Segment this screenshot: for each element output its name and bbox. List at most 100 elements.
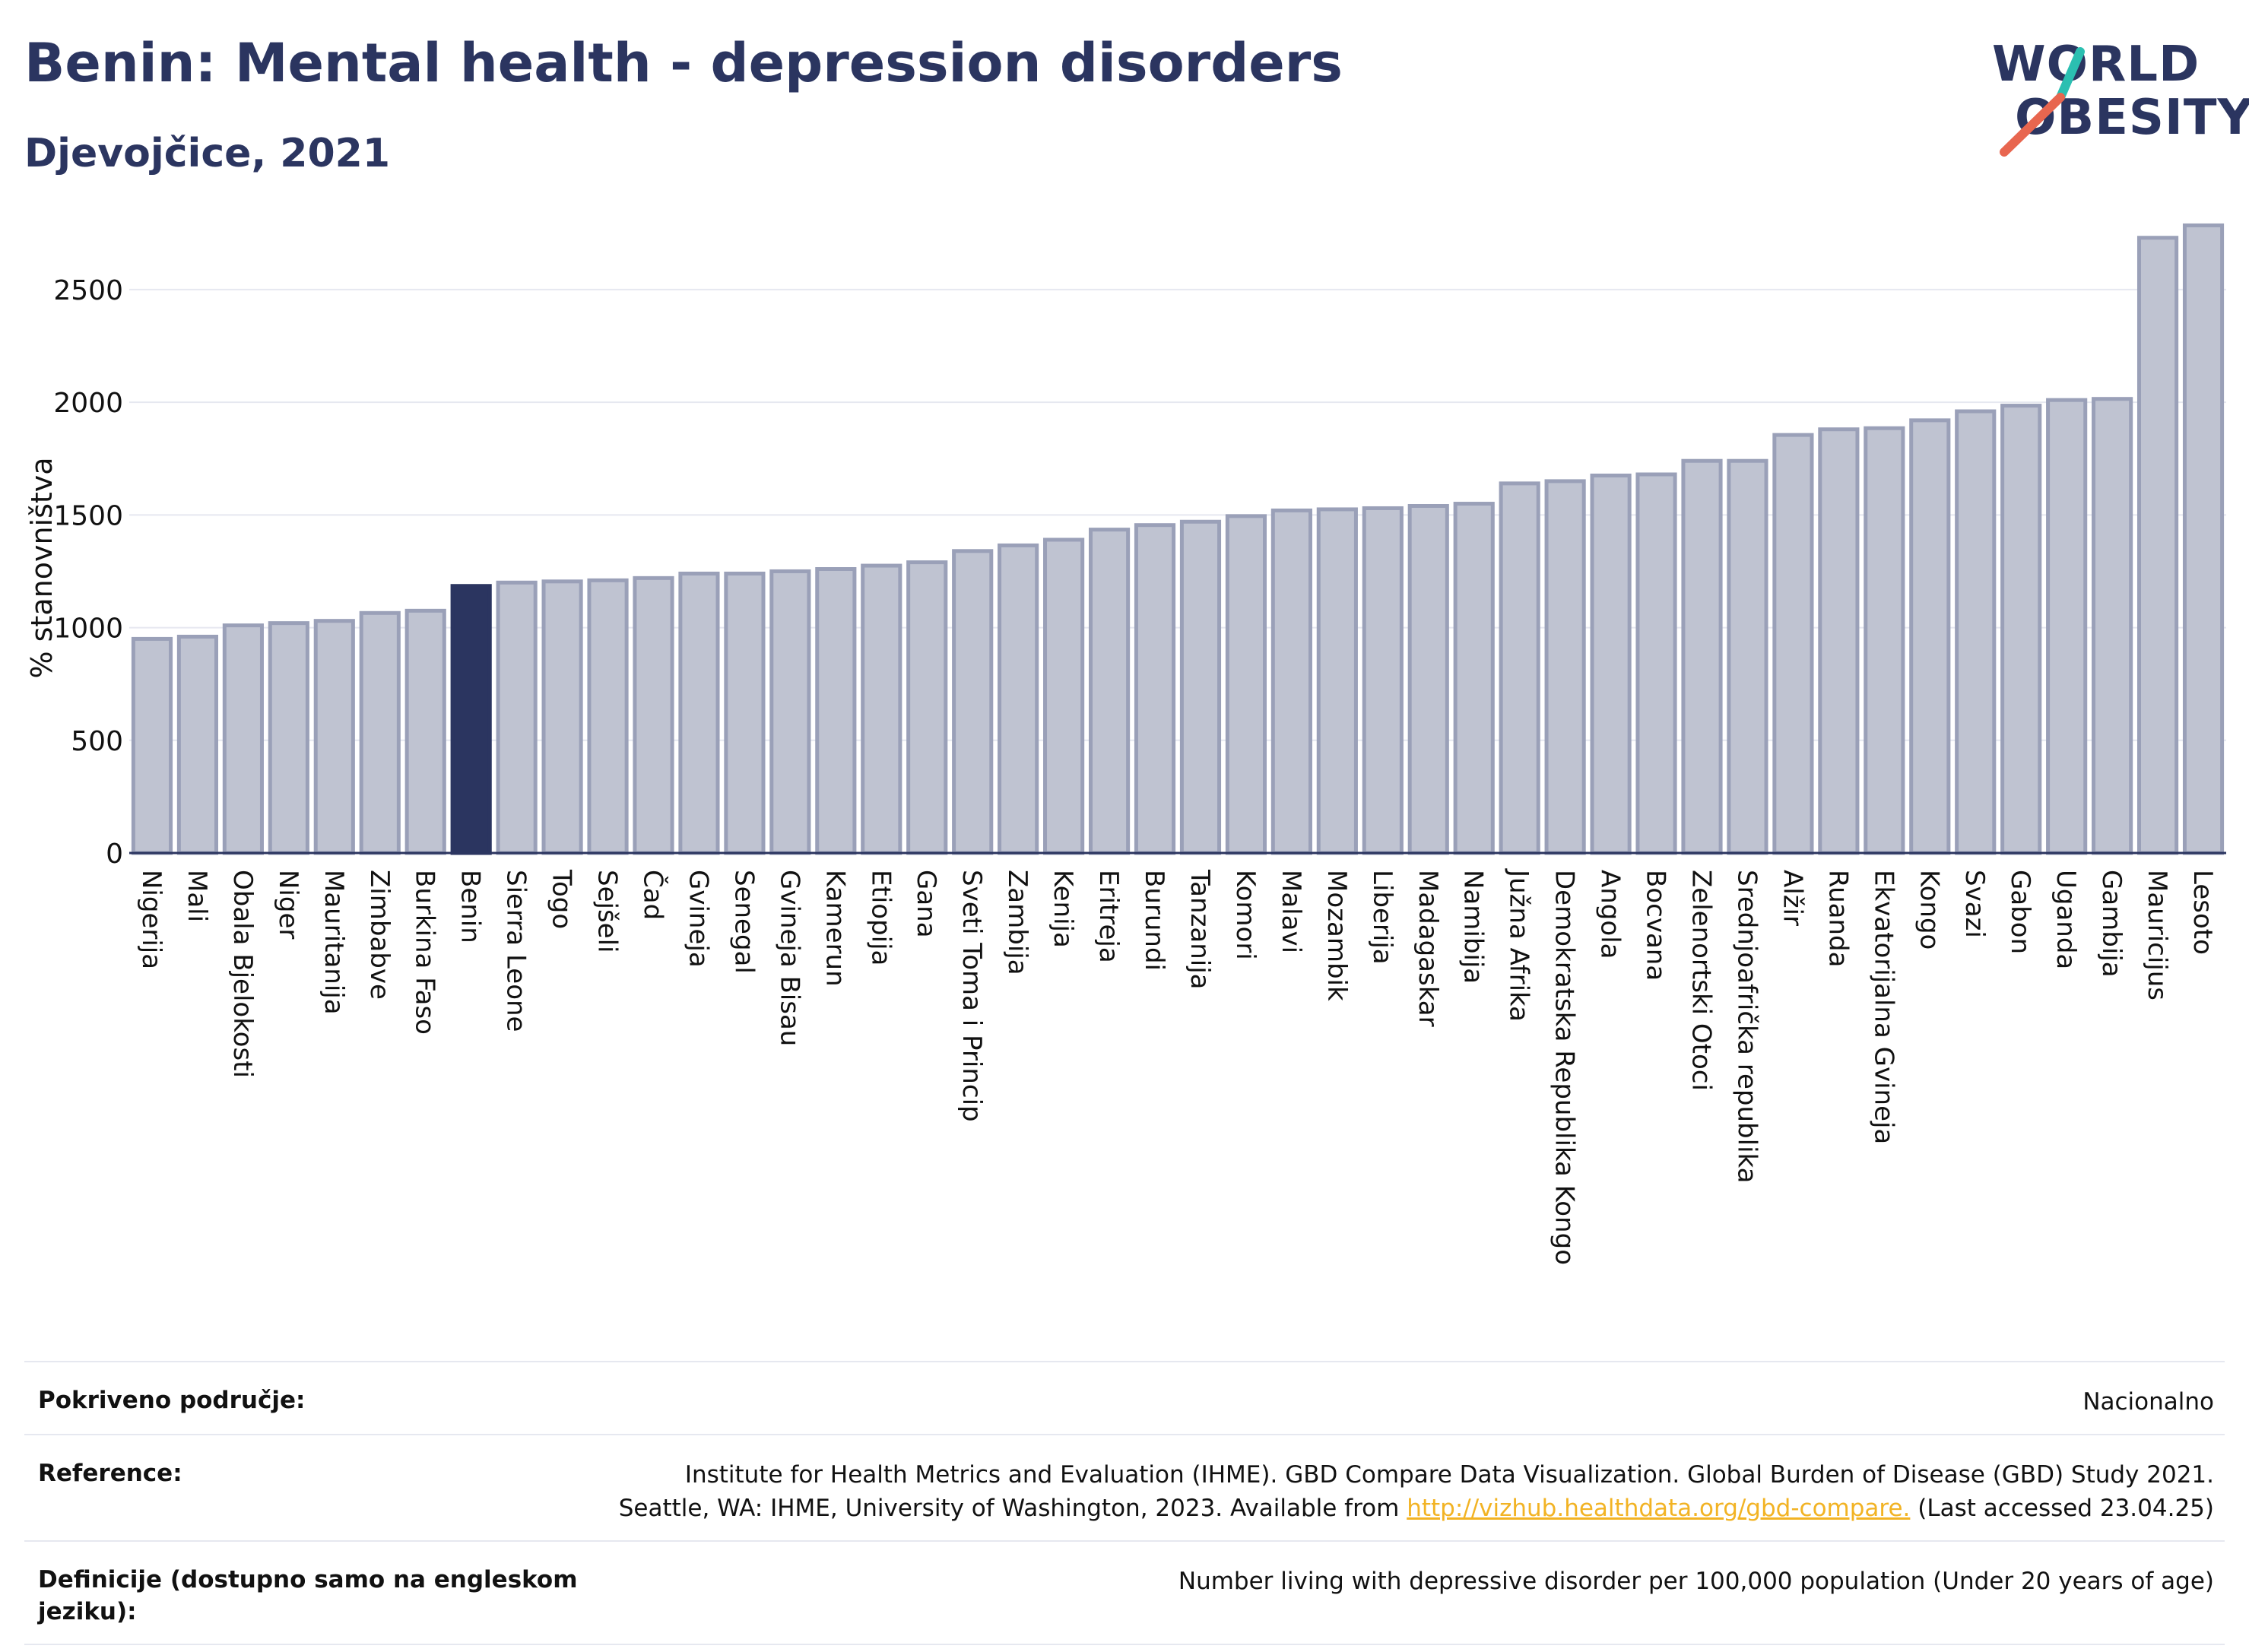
x-tick-label: Demokratska Republika Kongo bbox=[1550, 870, 1580, 1265]
footer-row-reference: Reference: Institute for Health Metrics … bbox=[24, 1434, 2225, 1540]
bar-srednjoafrička-republika bbox=[1727, 458, 1768, 855]
footer-row-definition: Definicije (dostupno samo na engleskom j… bbox=[24, 1540, 2225, 1645]
x-tick-label: Gambija bbox=[2096, 870, 2127, 978]
y-axis-ticks: 0 500 1000 1500 2000 2500 bbox=[53, 275, 123, 870]
bar-tanzanija bbox=[1179, 519, 1222, 855]
coverage-value: Nacionalno bbox=[2082, 1388, 2214, 1416]
x-tick-label: Benin bbox=[455, 870, 486, 943]
bar-mauritanija bbox=[313, 619, 355, 855]
bar-eritreja bbox=[1088, 528, 1131, 855]
bar-uganda bbox=[2046, 398, 2088, 855]
x-tick-label: Liberija bbox=[1367, 870, 1397, 965]
x-tick-label: Mali bbox=[182, 870, 212, 922]
reference-label: Reference: bbox=[38, 1460, 182, 1488]
bar-kamerun bbox=[815, 567, 857, 855]
x-tick-label: Mauritanija bbox=[319, 870, 349, 1015]
bar-liberija bbox=[1362, 506, 1404, 855]
x-tick-label: Gvineja bbox=[683, 870, 713, 968]
bar-nigerija bbox=[131, 636, 173, 855]
x-tick-label: Nigerija bbox=[136, 870, 167, 969]
bar-demokratska-republika-kongo bbox=[1544, 479, 1586, 855]
footer-table: Pokriveno područje: Nacionalno Reference… bbox=[24, 1361, 2225, 1645]
bar-gabon bbox=[2000, 404, 2042, 855]
definition-label: Definicije (dostupno samo na engleskom j… bbox=[38, 1566, 578, 1625]
x-tick-label: Burkina Faso bbox=[410, 870, 440, 1035]
x-tick-label: Niger bbox=[273, 870, 303, 939]
bar-chart: 0 500 1000 1500 2000 2500 % stanovništva Nige… bbox=[25, 223, 2226, 1265]
x-tick-label: Komori bbox=[1230, 870, 1261, 960]
footer-row-coverage: Pokriveno područje: Nacionalno bbox=[24, 1361, 2225, 1434]
x-tick-label: Sierra Leone bbox=[501, 870, 531, 1032]
bar-zimbabve bbox=[359, 610, 401, 855]
bar-gvineja bbox=[678, 571, 720, 855]
x-tick-label: Sejšeli bbox=[592, 870, 623, 953]
bar-gambija bbox=[2092, 397, 2133, 855]
world-obesity-logo: WORLD OBESITY bbox=[1984, 36, 2249, 166]
bar-senegal bbox=[724, 571, 766, 855]
x-tick-label: Etiopija bbox=[865, 870, 896, 966]
x-tick-label: Malavi bbox=[1276, 870, 1306, 953]
x-tick-label: Ekvatorijalna Gvineja bbox=[1868, 870, 1898, 1144]
x-tick-label: Eritreja bbox=[1093, 870, 1124, 963]
x-tick-label: Lesoto bbox=[2187, 870, 2218, 955]
bar-komori bbox=[1225, 514, 1267, 855]
bar-mozambik bbox=[1316, 507, 1358, 855]
bar-zelenortski-otoci bbox=[1681, 458, 1723, 855]
bar-ekvatorijalna-gvineja bbox=[1864, 426, 1905, 855]
x-tick-label: Čad bbox=[638, 870, 669, 920]
bar-namibija bbox=[1453, 502, 1495, 855]
definition-value: Number living with depressive disorder p… bbox=[1178, 1568, 2214, 1596]
bar-etiopija bbox=[861, 563, 902, 855]
x-tick-label: Ruanda bbox=[1822, 870, 1853, 967]
y-tick-label: 1500 bbox=[53, 500, 123, 531]
bars bbox=[131, 223, 2225, 855]
x-tick-label: Kongo bbox=[1914, 870, 1944, 950]
x-tick-label: Gvineja Bisau bbox=[774, 870, 804, 1046]
x-tick-label: Sveti Toma i Princip bbox=[956, 870, 987, 1122]
logo-slash-icon bbox=[2000, 47, 2085, 157]
x-tick-label: Mauricijus bbox=[2142, 870, 2172, 1000]
coverage-label: Pokriveno područje: bbox=[38, 1387, 306, 1414]
bar-burkina-faso bbox=[404, 608, 446, 855]
bar-svazi bbox=[1955, 409, 1997, 855]
x-tick-label: Namibija bbox=[1458, 870, 1489, 984]
bar-gana bbox=[906, 560, 948, 855]
x-tick-label: Južna Afrika bbox=[1504, 868, 1534, 1022]
x-axis-labels: Nigerija Mali Obala Bjelokosti Niger Maurita… bbox=[136, 868, 2218, 1265]
bar-benin bbox=[450, 584, 492, 855]
x-tick-label: Kenija bbox=[1048, 870, 1078, 948]
bar-mauricijus bbox=[2136, 236, 2179, 855]
page-title: Benin: Mental health - depression disord… bbox=[24, 32, 1343, 94]
y-tick-label: 0 bbox=[106, 839, 123, 870]
y-tick-label: 2500 bbox=[53, 275, 123, 306]
bar-ruanda bbox=[1818, 427, 1860, 855]
bar-alžir bbox=[1772, 433, 1814, 855]
bar-zambija bbox=[998, 543, 1039, 855]
bar-sierra-leone bbox=[496, 580, 538, 855]
x-tick-label: Obala Bjelokosti bbox=[227, 870, 258, 1078]
x-tick-label: Senegal bbox=[728, 870, 759, 974]
bar-burundi bbox=[1134, 523, 1176, 855]
bar-malavi bbox=[1270, 508, 1312, 855]
bar-gvineja-bisau bbox=[769, 569, 811, 855]
x-tick-label: Zelenortski Otoci bbox=[1686, 870, 1717, 1091]
bar-južna-afrika bbox=[1499, 481, 1540, 855]
x-tick-label: Gabon bbox=[2005, 870, 2035, 954]
x-tick-label: Mozambik bbox=[1321, 870, 1352, 1001]
bar-lesoto bbox=[2182, 223, 2225, 855]
x-tick-label: Srednjoafrička republika bbox=[1731, 870, 1762, 1183]
bar-obala-bjelokosti bbox=[222, 623, 264, 855]
y-axis-label: % stanovništva bbox=[25, 457, 59, 678]
x-tick-label: Zambija bbox=[1002, 870, 1033, 975]
y-tick-label: 1000 bbox=[53, 614, 123, 645]
reference-link[interactable]: http://vizhub.healthdata.org/gbd-compare… bbox=[1407, 1495, 1911, 1523]
y-tick-label: 500 bbox=[71, 726, 123, 757]
bar-čad bbox=[633, 576, 674, 855]
x-tick-label: Angola bbox=[1595, 870, 1626, 959]
x-tick-label: Svazi bbox=[1959, 870, 1990, 938]
bar-sveti-toma-i-princip bbox=[952, 549, 994, 855]
x-tick-label: Tanzanija bbox=[1185, 869, 1215, 989]
x-tick-label: Uganda bbox=[2051, 870, 2081, 969]
y-tick-label: 2000 bbox=[53, 388, 123, 419]
reference-line2-post: (Last accessed 23.04.25) bbox=[1910, 1495, 2214, 1523]
